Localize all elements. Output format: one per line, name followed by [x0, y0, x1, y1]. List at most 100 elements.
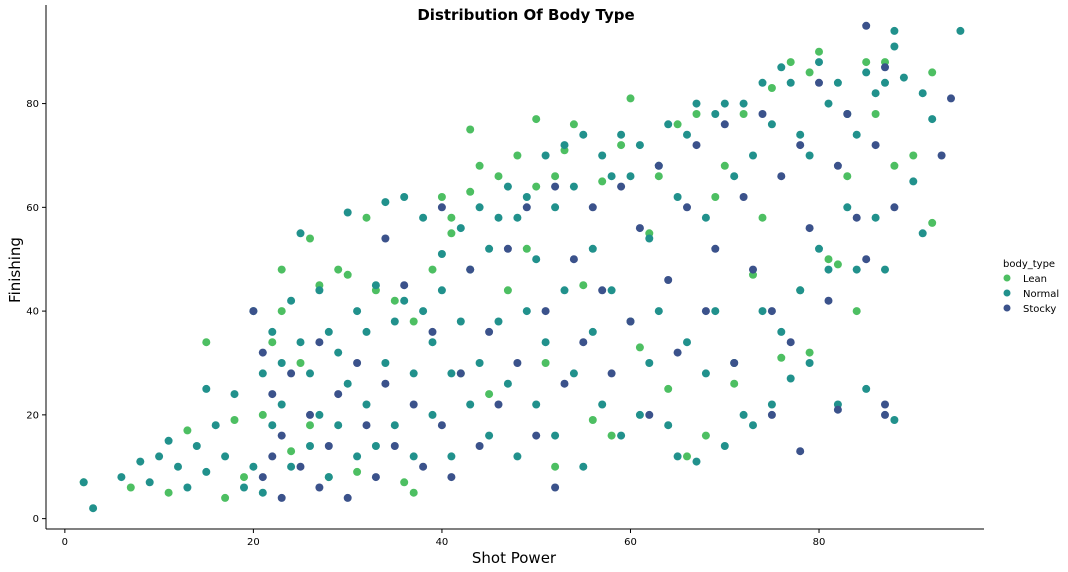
point-lean-77: [852, 307, 861, 316]
point-normal-146: [862, 68, 871, 77]
point-stocky-54: [692, 141, 701, 150]
point-stocky-28: [456, 369, 465, 378]
point-normal-31: [315, 410, 324, 419]
point-stocky-48: [635, 224, 644, 233]
point-normal-111: [692, 457, 701, 466]
point-stocky-4: [268, 452, 277, 461]
point-normal-0: [79, 478, 88, 487]
point-lean-27: [428, 265, 437, 274]
point-lean-38: [513, 151, 522, 160]
point-normal-71: [503, 379, 512, 388]
point-stocky-83: [947, 94, 955, 103]
axes: [45, 5, 984, 530]
point-lean-42: [541, 359, 550, 367]
point-stocky-70: [824, 296, 833, 305]
point-stocky-19: [381, 379, 390, 388]
point-normal-80: [551, 203, 560, 212]
point-stocky-61: [758, 110, 767, 118]
point-normal-92: [607, 172, 616, 181]
point-normal-93: [607, 286, 616, 295]
x-tick-label-0: 0: [62, 537, 68, 548]
point-lean-69: [786, 58, 795, 67]
point-normal-45: [381, 359, 390, 367]
point-normal-81: [551, 431, 560, 440]
point-stocky-80: [881, 410, 889, 419]
point-normal-27: [296, 338, 305, 347]
point-normal-60: [456, 224, 465, 233]
point-stocky-63: [767, 307, 776, 316]
point-lean-37: [503, 286, 512, 295]
point-lean-43: [551, 462, 560, 471]
point-stocky-41: [569, 255, 578, 264]
point-normal-86: [579, 130, 588, 139]
point-stocky-43: [588, 203, 597, 212]
point-normal-3: [136, 457, 145, 466]
point-normal-131: [786, 374, 795, 383]
point-normal-63: [466, 400, 475, 409]
point-lean-23: [390, 296, 399, 305]
point-lean-24: [400, 478, 409, 487]
point-normal-39: [353, 452, 362, 461]
point-normal-8: [183, 483, 192, 492]
point-normal-13: [221, 452, 230, 461]
point-normal-49: [400, 296, 409, 305]
point-lean-18: [334, 265, 343, 274]
point-normal-24: [287, 296, 296, 305]
point-stocky-49: [645, 410, 654, 419]
point-stocky-12: [324, 442, 333, 450]
point-normal-30: [315, 286, 324, 295]
legend: body_type Lean Normal Stocky: [1003, 259, 1059, 315]
point-normal-47: [390, 421, 399, 430]
point-normal-83: [560, 286, 569, 295]
point-lean-49: [598, 177, 607, 186]
point-stocky-22: [409, 400, 418, 409]
point-normal-42: [371, 281, 380, 290]
point-lean-48: [588, 416, 597, 424]
point-normal-124: [758, 78, 767, 87]
point-normal-56: [437, 250, 446, 258]
legend-marker-normal: [1003, 289, 1011, 297]
point-normal-74: [522, 193, 531, 201]
x-tick-label-80: 80: [813, 537, 826, 548]
point-lean-46: [569, 120, 578, 129]
point-stocky-15: [353, 359, 362, 367]
point-normal-152: [890, 26, 899, 35]
point-stocky-67: [796, 141, 805, 150]
point-normal-48: [400, 193, 409, 201]
point-stocky-78: [881, 63, 889, 72]
point-lean-66: [758, 213, 767, 222]
point-normal-87: [579, 462, 588, 471]
point-stocky-42: [579, 338, 588, 347]
series-stocky: [249, 21, 955, 502]
point-normal-65: [475, 359, 484, 367]
point-normal-101: [645, 359, 654, 367]
x-tick-label-40: 40: [436, 537, 449, 548]
point-lean-10: [277, 265, 286, 274]
point-normal-110: [692, 99, 701, 108]
point-normal-109: [683, 338, 691, 347]
point-stocky-55: [701, 307, 710, 316]
point-normal-85: [569, 369, 578, 378]
x-tick-label-60: 60: [624, 537, 637, 548]
point-normal-37: [343, 379, 352, 388]
points-layer: [79, 21, 965, 513]
point-lean-56: [664, 384, 673, 393]
point-normal-91: [598, 400, 607, 409]
point-normal-118: [730, 172, 739, 181]
x-axis-label: Shot Power: [472, 549, 557, 567]
point-lean-26: [409, 317, 418, 326]
point-lean-35: [485, 390, 494, 399]
point-stocky-5: [277, 431, 286, 440]
point-stocky-50: [654, 161, 663, 170]
point-stocky-73: [843, 110, 852, 118]
point-normal-2: [117, 473, 126, 482]
point-stocky-21: [400, 281, 409, 290]
x-ticks: 0 20 40 60 80: [62, 529, 826, 548]
point-lean-5: [221, 493, 230, 502]
point-lean-1: [126, 483, 135, 492]
point-normal-145: [852, 265, 861, 274]
point-normal-70: [503, 182, 512, 191]
point-stocky-81: [890, 203, 899, 212]
point-lean-34: [475, 161, 484, 170]
point-stocky-32: [494, 400, 503, 409]
